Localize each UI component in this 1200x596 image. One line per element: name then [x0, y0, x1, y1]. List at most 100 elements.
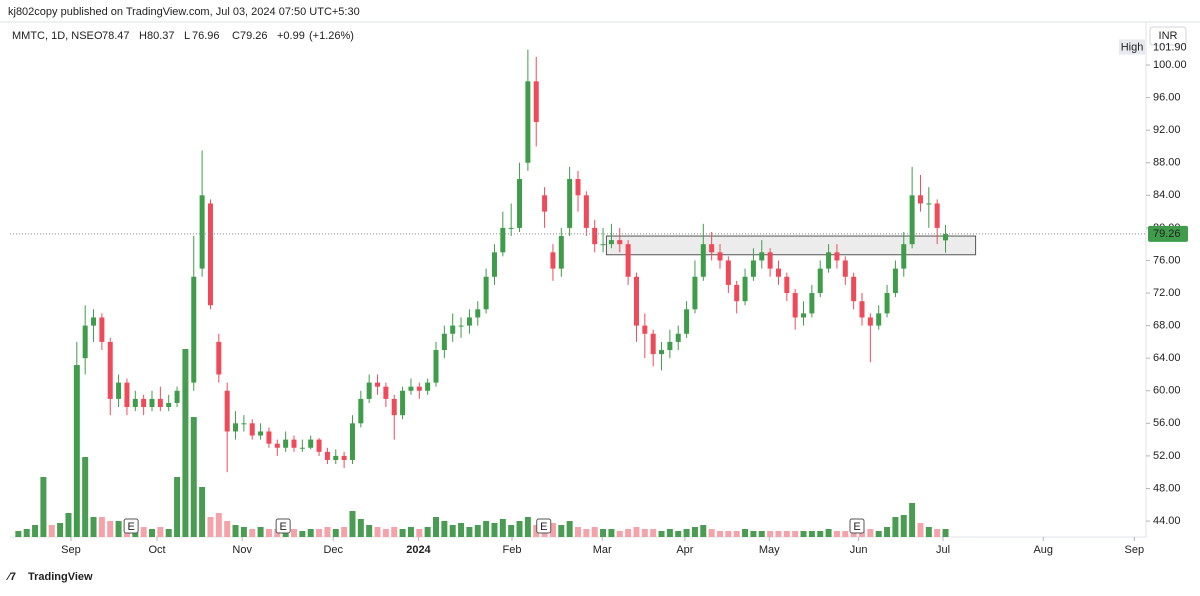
candle-body [450, 325, 456, 334]
candle-body [291, 439, 297, 448]
candle-body [775, 268, 781, 277]
x-tick-label: Feb [503, 544, 522, 556]
volume-bar [583, 529, 590, 537]
candle-body [633, 276, 639, 326]
y-tick-label: 96.00 [1153, 92, 1181, 104]
volume-bar [842, 531, 849, 537]
volume-bar [783, 531, 790, 537]
candle-body [917, 195, 923, 204]
volume-bar [600, 529, 607, 537]
volume-bar [391, 527, 398, 537]
volume-bar [282, 531, 289, 537]
currency-box[interactable] [1149, 26, 1187, 46]
candle-body [466, 317, 472, 326]
symbol: MMTC, 1D, NSE [12, 30, 94, 42]
volume-bar [775, 531, 782, 537]
volume-bar [224, 521, 231, 537]
volume-bar [40, 477, 47, 537]
x-tick-label: Sep [1125, 544, 1145, 556]
zone [605, 235, 977, 256]
volume-bar [524, 517, 531, 537]
legend: O 78.47 H 80.37 L 76.96 C 79.26 +0.99 (+1.26%) [94, 30, 354, 42]
volume-bar [942, 529, 949, 537]
candle-body [542, 195, 548, 212]
volume-bar [190, 417, 197, 537]
volume-bar [625, 529, 632, 537]
candle-body [600, 244, 606, 246]
volume-bar [324, 527, 331, 537]
volume-bar [366, 525, 373, 537]
candle-body [525, 81, 531, 163]
plot [10, 49, 1146, 537]
volume-bar [884, 527, 891, 537]
candle-body [767, 252, 773, 269]
candle-body [742, 276, 748, 302]
last-price-label: 79.26 [1153, 228, 1181, 240]
candle-body [124, 382, 130, 408]
volume-bar [516, 521, 523, 537]
volume-bar [433, 517, 439, 537]
volume-bar [23, 529, 30, 537]
candle-body [625, 244, 631, 277]
candle-body [558, 236, 564, 269]
volume-bar [825, 529, 832, 537]
volume-bar [808, 531, 815, 537]
y-tick-label: 100.00 [1153, 59, 1187, 71]
volume-bar [57, 523, 64, 537]
volume-bar [140, 527, 147, 537]
volume-bar [833, 531, 840, 537]
candle-body [299, 447, 305, 449]
candle-body [675, 333, 681, 342]
legend-value: 76.96 [192, 30, 220, 42]
candle-body [349, 423, 355, 460]
candle-body [116, 382, 122, 399]
event-label: E [853, 521, 860, 533]
candle-body [817, 268, 823, 294]
candle-body [583, 195, 589, 228]
volume-bar [382, 529, 389, 537]
volume-bar [675, 531, 682, 537]
volume-bar [549, 523, 556, 537]
candle-body [926, 203, 932, 205]
candle-body [416, 386, 422, 391]
candle-body [182, 390, 188, 392]
candle-body [483, 276, 489, 310]
y-tick-label: 52.00 [1153, 450, 1181, 462]
candle-body [132, 398, 138, 408]
candle-body [174, 390, 180, 403]
volume-bar [758, 531, 765, 537]
volume-bar [82, 457, 89, 537]
candle-body [324, 451, 330, 460]
candle-body [199, 195, 205, 269]
x-tick-label: Nov [232, 544, 252, 556]
volume-bar [474, 525, 481, 537]
candle-body [391, 398, 397, 416]
volume-bar [491, 523, 498, 537]
volume-bar [641, 529, 648, 537]
candle-body [233, 423, 239, 432]
high-marker-label: High [1121, 41, 1144, 53]
candle-body [74, 366, 80, 537]
volume-bar [792, 531, 799, 537]
candle-body [358, 398, 364, 424]
volume-bar [399, 529, 406, 537]
candle-body [191, 276, 197, 383]
volume-bar [934, 529, 941, 537]
volume-bar [215, 513, 222, 537]
candle-body [943, 233, 949, 241]
volume-bar [767, 531, 774, 537]
volume-bar [48, 525, 55, 537]
candle-body [433, 350, 439, 383]
volume-bar [658, 531, 665, 537]
legend-change-pct: (+1.26%) [309, 30, 354, 42]
y-tick-label: 48.00 [1153, 482, 1181, 494]
volume-bar [357, 519, 364, 537]
volume-bar [291, 529, 297, 537]
candle-body [333, 455, 339, 460]
volume-bar [90, 517, 97, 537]
candle-body [308, 439, 314, 448]
event-label: E [279, 521, 286, 533]
event-label: E [127, 521, 134, 533]
candle-body [99, 317, 105, 342]
